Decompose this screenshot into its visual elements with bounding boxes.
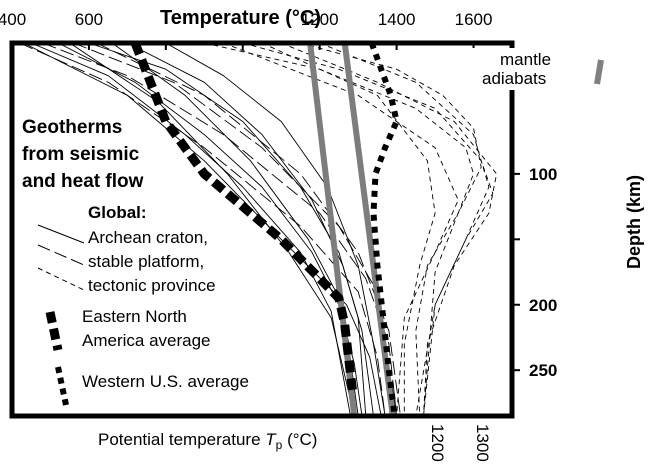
stable-platform-geotherm-2	[42, 43, 398, 416]
top-tick-label-1400: 1400	[378, 10, 416, 29]
legend-swatch-archean	[37, 224, 85, 244]
right-tick-label-100: 100	[529, 165, 557, 184]
tectonic-province-geotherm-5	[223, 43, 459, 416]
adiabat-label-line-2: adiabats	[482, 69, 546, 88]
legend-swatch-eastern	[45, 311, 63, 351]
tectonic-province-geotherm-6	[261, 43, 436, 416]
top-axis-title: Temperature (°C)	[160, 7, 321, 29]
adiabat-label-line-1: mantle	[500, 50, 551, 69]
western-label: Western U.S. average	[82, 372, 249, 391]
legend-swatch-western	[55, 366, 69, 406]
bottom-tick-1300: 1300	[473, 424, 492, 462]
eastern-label-line-1: Eastern North	[82, 307, 187, 326]
legend-swatch-adiabat	[594, 59, 604, 85]
global-item-tectonic: tectonic province	[88, 276, 216, 295]
global-item-archean: Archean craton,	[88, 228, 208, 247]
global-item-platform: stable platform,	[88, 252, 204, 271]
heading-line-1: Geotherms	[22, 117, 122, 138]
western-u-s-average-line	[368, 43, 400, 416]
heading-line-3: and heat flow	[22, 171, 144, 192]
tectonic-province-geotherm-2	[242, 43, 494, 416]
archean-craton-geotherm-6	[31, 43, 351, 416]
tectonic-province-geotherm-7	[300, 43, 482, 416]
global-title: Global:	[88, 203, 147, 222]
archean-craton-geotherm-7	[69, 43, 355, 416]
right-tick-label-200: 200	[529, 296, 557, 315]
legend-swatch-platform	[37, 244, 85, 266]
data-series-layer	[19, 43, 498, 416]
stable-platform-geotherm-1	[19, 43, 386, 416]
top-tick-label-600: 600	[75, 10, 103, 29]
top-axis-ticks: 400 600 1200 1400 1600	[0, 10, 492, 50]
adiabat-1300-line	[341, 43, 396, 416]
tectonic-province-geotherm-4	[319, 43, 490, 416]
top-tick-label-1600: 1600	[455, 10, 493, 29]
bottom-tick-1200: 1200	[428, 424, 447, 462]
right-tick-label-250: 250	[529, 361, 557, 380]
top-tick-label-1200: 1200	[301, 10, 339, 29]
eastern-label-line-2: America average	[82, 331, 211, 350]
bottom-axis-label: Potential temperature Tp (°C)	[98, 430, 317, 452]
right-axis-ticks: 100 200 250	[512, 165, 557, 380]
archean-craton-geotherm-4	[127, 43, 374, 416]
adiabat-1200-line	[307, 43, 358, 416]
eastern-north-america-average-line	[130, 43, 357, 391]
plot-frame	[9, 40, 515, 419]
right-axis-label: Depth (km)	[624, 175, 644, 269]
adiabat-legend-box	[435, 48, 535, 90]
tectonic-province-geotherm-1	[204, 43, 474, 416]
heading-line-2: from seismic	[22, 144, 140, 165]
legend-swatch-tectonic	[37, 267, 85, 291]
top-tick-label-400: 400	[0, 10, 26, 29]
